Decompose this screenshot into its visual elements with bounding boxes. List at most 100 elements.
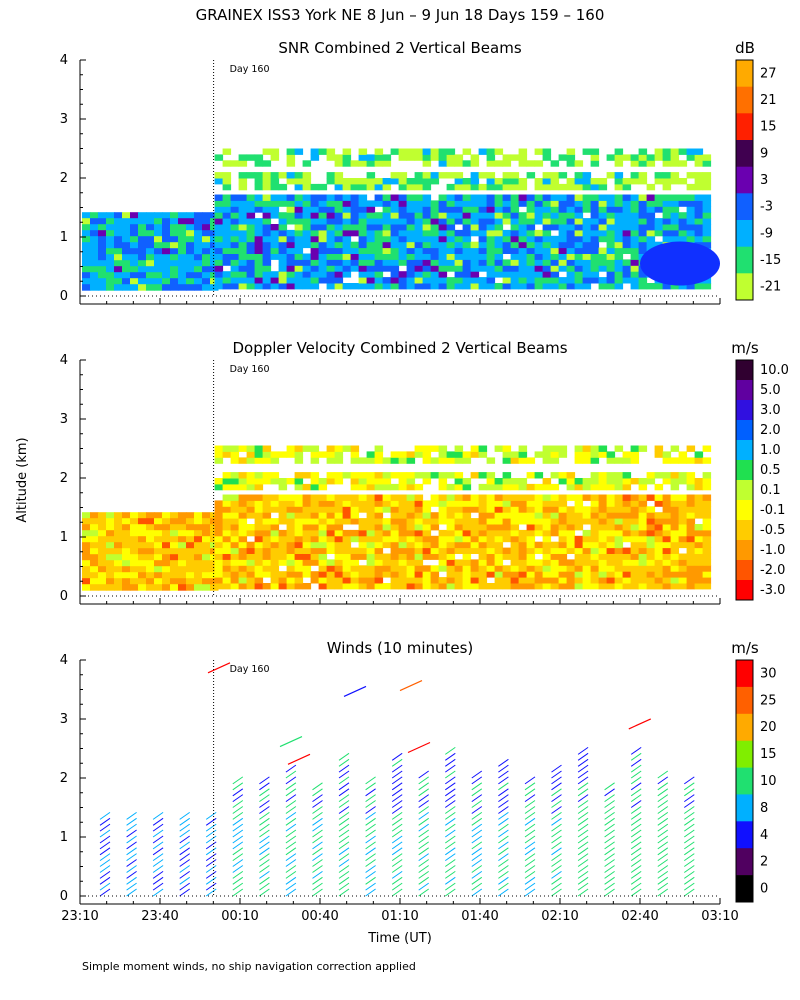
- field-cell: [186, 278, 195, 285]
- field-cell: [566, 541, 576, 549]
- field-cell: [278, 583, 288, 590]
- field-cell: [186, 260, 195, 267]
- field-cell: [130, 254, 139, 261]
- field-cell: [494, 259, 504, 266]
- field-cell: [654, 200, 664, 207]
- field-cell: [178, 542, 187, 549]
- field-cell: [598, 472, 608, 479]
- field-cell: [542, 259, 552, 266]
- field-cell: [262, 277, 272, 284]
- field-cell: [662, 212, 672, 219]
- field-cell: [82, 554, 91, 561]
- field-cell: [254, 577, 264, 584]
- field-cell: [390, 472, 400, 479]
- field-cell: [574, 478, 584, 485]
- field-cell: [406, 194, 416, 201]
- wind-barb: [445, 800, 456, 808]
- field-cell: [494, 541, 504, 549]
- field-cell: [154, 560, 163, 567]
- field-cell: [114, 548, 123, 555]
- field-cell: [390, 483, 400, 491]
- field-cell: [462, 277, 472, 284]
- field-cell: [366, 500, 376, 507]
- wind-barb: [312, 882, 323, 891]
- field-cell: [646, 529, 656, 537]
- field-cell: [382, 200, 392, 207]
- field-cell: [678, 160, 688, 167]
- field-cell: [510, 559, 520, 566]
- field-cell: [382, 541, 392, 549]
- field-cell: [122, 554, 131, 561]
- wind-barb: [551, 800, 562, 808]
- field-cell: [398, 253, 408, 260]
- field-cell: [518, 565, 528, 572]
- field-cell: [350, 512, 360, 519]
- field-cell: [374, 571, 384, 578]
- field-cell: [510, 172, 520, 179]
- field-cell: [670, 541, 680, 549]
- field-cell: [246, 547, 256, 554]
- field-cell: [470, 277, 480, 284]
- wind-barb: [577, 841, 589, 850]
- field-cell: [678, 512, 688, 519]
- field-cell: [614, 524, 624, 531]
- field-cell: [82, 560, 91, 567]
- field-cell: [278, 571, 288, 578]
- field-cell: [590, 218, 600, 225]
- field-cell: [406, 524, 416, 531]
- wind-barb: [285, 835, 297, 844]
- field-cell: [430, 494, 440, 501]
- field-cell: [222, 472, 232, 479]
- field-cell: [694, 206, 704, 213]
- field-cell: [462, 271, 472, 278]
- field-cell: [638, 154, 648, 161]
- field-cell: [262, 200, 272, 207]
- colorbar-swatch: [736, 821, 753, 849]
- wind-barb: [391, 764, 403, 773]
- field-cell: [214, 553, 224, 560]
- field-cell: [406, 494, 416, 501]
- field-cell: [246, 524, 256, 531]
- field-cell: [630, 518, 640, 525]
- field-cell: [398, 472, 408, 479]
- field-cell: [550, 541, 560, 549]
- colorbar-label: -15: [760, 253, 781, 268]
- field-cell: [170, 524, 179, 531]
- field-cell: [462, 194, 472, 201]
- field-cell: [582, 457, 592, 464]
- y-tick-label: 1: [60, 830, 68, 845]
- field-cell: [390, 529, 400, 537]
- field-cell: [510, 553, 520, 560]
- field-cell: [90, 542, 99, 549]
- wind-barb: [577, 888, 589, 897]
- field-cell: [422, 451, 432, 458]
- field-cell: [686, 472, 696, 479]
- field-cell: [438, 518, 448, 525]
- field-cell: [414, 494, 424, 501]
- field-cell: [630, 206, 640, 213]
- field-cell: [254, 206, 264, 213]
- field-cell: [622, 206, 632, 213]
- field-cell: [446, 541, 456, 549]
- wind-barb: [312, 841, 323, 850]
- field-cell: [622, 224, 632, 231]
- field-cell: [598, 229, 608, 237]
- field-cell: [438, 472, 448, 479]
- field-cell: [510, 265, 520, 272]
- field-cell: [590, 472, 600, 479]
- field-cell: [246, 506, 256, 513]
- wind-barb: [285, 865, 297, 873]
- field-cell: [334, 224, 344, 231]
- wind-barb: [312, 847, 323, 856]
- wind-barb: [657, 817, 669, 826]
- wind-barb: [577, 764, 589, 773]
- field-cell: [558, 206, 568, 213]
- wind-barb: [338, 794, 350, 803]
- field-cell: [398, 547, 408, 554]
- field-cell: [582, 229, 592, 237]
- field-cell: [374, 283, 384, 290]
- field-cell: [122, 560, 131, 567]
- field-cell: [542, 583, 552, 590]
- field-cell: [494, 241, 504, 249]
- field-cell: [478, 224, 488, 231]
